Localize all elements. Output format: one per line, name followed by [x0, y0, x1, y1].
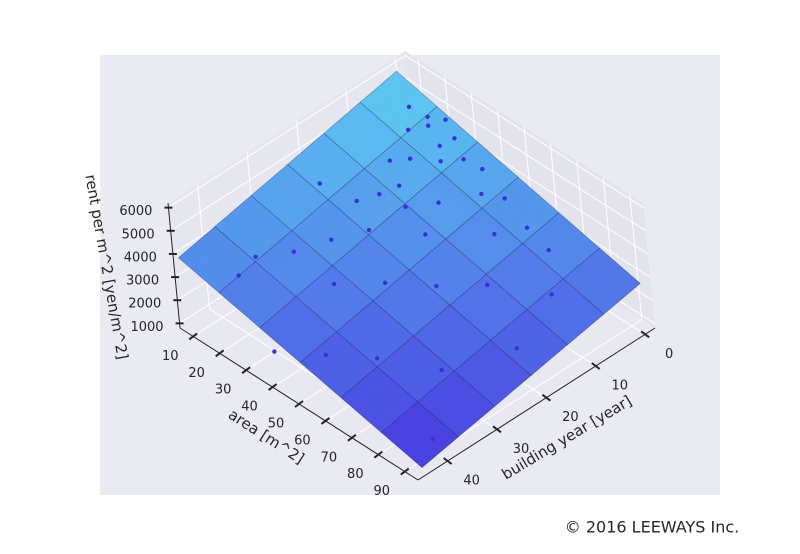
point	[331, 281, 337, 287]
point	[382, 280, 388, 285]
point	[366, 227, 372, 233]
point	[437, 143, 442, 149]
z-tick-label: 6000	[119, 204, 152, 219]
point	[396, 183, 402, 188]
x-tick	[347, 433, 357, 442]
x-tick	[400, 467, 410, 476]
point	[480, 166, 485, 172]
x-tick	[267, 383, 278, 391]
point	[377, 191, 382, 197]
point	[236, 273, 241, 278]
point	[438, 159, 443, 164]
y-tick-label: 30	[513, 442, 530, 457]
x-tick	[215, 349, 225, 358]
point	[479, 191, 484, 197]
x-tick-label: 60	[294, 433, 311, 448]
y-tick	[492, 425, 502, 434]
z-axis	[167, 202, 181, 329]
point	[374, 356, 380, 361]
point	[502, 196, 507, 201]
x-tick-label: 40	[241, 400, 258, 415]
point	[436, 200, 441, 205]
z-tick-label: 4000	[124, 250, 157, 265]
point	[461, 156, 466, 162]
point	[407, 156, 413, 161]
z-tick-label: 5000	[122, 227, 155, 242]
point	[549, 292, 554, 297]
point	[323, 352, 328, 358]
x-tick-label: 80	[347, 467, 364, 482]
point	[272, 349, 277, 354]
point	[405, 127, 411, 133]
z-tick-label: 2000	[128, 297, 161, 312]
point	[485, 282, 490, 288]
point	[434, 283, 439, 289]
point	[443, 117, 448, 122]
y-tick-label: 20	[562, 410, 579, 425]
x-tick-label: 90	[374, 484, 391, 499]
point	[425, 114, 430, 119]
surface	[178, 70, 641, 468]
y-tick	[591, 362, 601, 370]
point	[354, 198, 359, 204]
point	[253, 254, 258, 260]
point	[546, 247, 551, 253]
point	[403, 204, 408, 210]
point	[329, 237, 334, 242]
point	[492, 232, 497, 237]
x-tick	[320, 417, 331, 425]
x-tick	[241, 366, 251, 375]
y-tick-label: 0	[665, 347, 673, 362]
point	[291, 249, 296, 254]
point	[430, 436, 436, 441]
copyright: © 2016 LEEWAYS Inc.	[565, 518, 739, 537]
z-tick-label: 3000	[126, 274, 159, 289]
y-tick	[640, 330, 650, 339]
point	[452, 136, 457, 141]
point	[406, 104, 412, 110]
y-axis	[417, 327, 656, 481]
point	[317, 181, 322, 186]
point	[423, 232, 428, 237]
point	[524, 225, 530, 230]
y-tick	[541, 393, 551, 402]
x-tick	[294, 400, 304, 408]
point	[439, 367, 444, 373]
surface-patch	[381, 401, 459, 468]
x-tick-label: 20	[188, 366, 205, 381]
scatter	[236, 104, 554, 441]
x-tick-label: 50	[268, 417, 285, 432]
point	[387, 158, 393, 163]
x-tick-label: 30	[215, 383, 232, 398]
x-tick-label: 70	[321, 450, 338, 465]
point	[514, 346, 520, 351]
y-tick	[443, 457, 453, 465]
y-tick-label: 10	[611, 379, 628, 394]
y-tick-label: 40	[463, 474, 480, 489]
x-tick	[373, 450, 383, 459]
x-tick-label: 10	[162, 349, 179, 364]
point	[425, 123, 431, 128]
z-tick-label: 1000	[130, 320, 163, 335]
x-tick	[188, 332, 198, 341]
